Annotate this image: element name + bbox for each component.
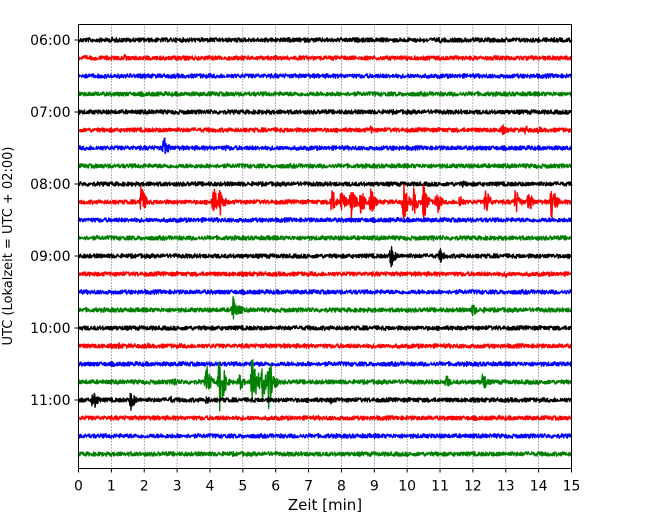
y-tick-label-06:00: 06:00 xyxy=(30,33,70,49)
x-tick-label-1: 1 xyxy=(107,479,116,495)
x-tick-label-0: 0 xyxy=(74,479,83,495)
x-tick-label-8: 8 xyxy=(337,479,346,495)
plot-background xyxy=(78,24,572,469)
x-tick-label-2: 2 xyxy=(140,479,149,495)
x-tick-label-11: 11 xyxy=(431,479,449,495)
x-tick-label-3: 3 xyxy=(173,479,182,495)
trace-0630 xyxy=(77,72,573,80)
trace-1030 xyxy=(77,360,573,368)
x-tick-label-13: 13 xyxy=(497,479,515,495)
x-tick-label-10: 10 xyxy=(398,479,416,495)
trace-0900 xyxy=(78,245,573,268)
trace-0745 xyxy=(77,162,573,170)
trace-0645 xyxy=(77,90,573,98)
x-tick-label-9: 9 xyxy=(370,479,379,495)
x-tick-label-12: 12 xyxy=(464,479,482,495)
trace-1015 xyxy=(77,342,573,350)
x-tick-label-14: 14 xyxy=(530,479,548,495)
trace-1045 xyxy=(77,359,573,412)
trace-1000 xyxy=(77,324,573,332)
y-tick-label-11:00: 11:00 xyxy=(30,393,70,409)
grid-lines xyxy=(111,24,539,469)
x-axis-title: Zeit [min] xyxy=(288,496,362,514)
plot-frame xyxy=(78,24,572,469)
x-tick-label-15: 15 xyxy=(563,479,581,495)
trace-0845 xyxy=(77,234,573,242)
trace-0915 xyxy=(77,270,573,279)
y-axis-title: UTC (Lokalzeit = UTC + 02:00) xyxy=(1,147,16,346)
y-tick-label-09:00: 09:00 xyxy=(30,249,70,265)
trace-0945 xyxy=(77,296,573,320)
y-tick-label-10:00: 10:00 xyxy=(30,321,70,337)
x-tick-label-7: 7 xyxy=(304,479,313,495)
trace-0715 xyxy=(77,124,573,136)
trace-0700 xyxy=(77,109,573,116)
x-axis-ticks: 0 1 2 3 4 5 6 7 8 9 10 11 12 13 14 15 xyxy=(74,468,581,495)
y-tick-label-07:00: 07:00 xyxy=(30,105,70,121)
x-tick-label-4: 4 xyxy=(206,479,215,495)
y-axis-ticks: 06:00 07:00 08:00 09:00 10:00 11:00 xyxy=(30,33,79,409)
trace-1115 xyxy=(77,414,573,422)
x-tick-label-5: 5 xyxy=(238,479,247,495)
trace-1100 xyxy=(78,392,573,411)
seismic-traces xyxy=(77,36,573,458)
x-tick-label-6: 6 xyxy=(271,479,280,495)
trace-0730 xyxy=(77,137,573,155)
trace-0615 xyxy=(77,54,573,62)
trace-1145 xyxy=(77,451,573,458)
trace-0800 xyxy=(77,180,573,188)
trace-0930 xyxy=(77,288,573,296)
trace-0600 xyxy=(77,36,573,44)
trace-1130 xyxy=(77,432,573,440)
trace-0830 xyxy=(77,216,573,224)
trace-0815 xyxy=(77,183,573,221)
y-tick-label-08:00: 08:00 xyxy=(30,177,70,193)
